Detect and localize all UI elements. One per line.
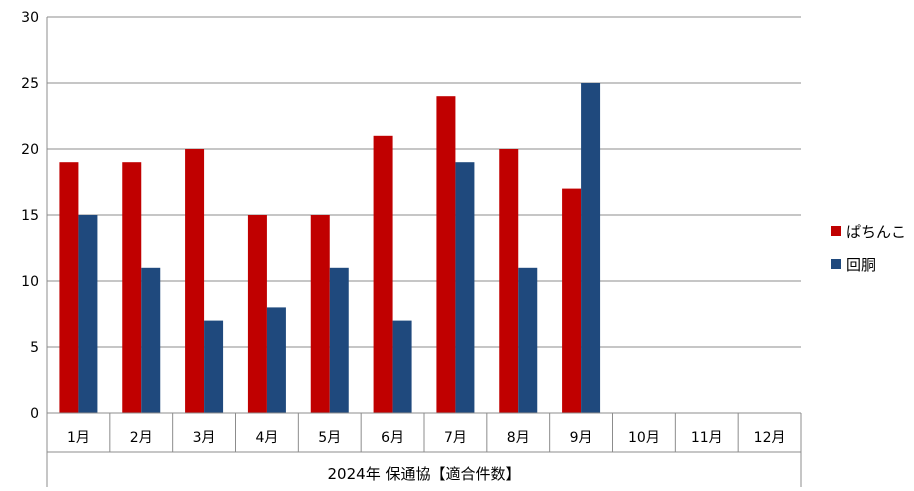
x-category-label: 9月	[570, 430, 593, 446]
bar-kaido	[581, 83, 601, 413]
x-category-label: 8月	[507, 430, 530, 446]
y-tick-label: 20	[21, 142, 39, 158]
x-category-label: 5月	[318, 430, 341, 446]
y-tick-label: 30	[21, 10, 39, 26]
bar-kaido	[141, 267, 161, 413]
legend-label: 回胴	[846, 256, 876, 274]
bar-kaido	[518, 267, 538, 413]
x-category-label: 1月	[67, 430, 90, 446]
y-axis-ticks: 0 5 10 15 20 25 30	[21, 10, 39, 422]
legend-swatch	[831, 259, 841, 269]
bar-pachinko	[373, 135, 393, 414]
bar-pachinko	[185, 149, 205, 413]
x-category-label: 10月	[628, 430, 660, 446]
bar-pachinko	[122, 162, 142, 413]
bar-pachinko	[59, 162, 79, 413]
x-category-label: 4月	[255, 430, 278, 446]
bar-pachinko	[499, 149, 519, 413]
y-tick-label: 15	[21, 208, 39, 224]
bar-kaido	[78, 215, 98, 413]
bar-kaido	[266, 307, 286, 413]
x-category-label: 12月	[754, 430, 786, 446]
bar-pachinko	[247, 215, 267, 413]
y-tick-label: 10	[21, 274, 39, 290]
x-axis-title: 2024年 保通協【適合件数】	[328, 465, 521, 483]
x-category-label: 2月	[130, 430, 153, 446]
y-tick-label: 25	[21, 76, 39, 92]
x-axis-categories: 1月 2月 3月 4月 5月 6月 7月 8月 9月 10月 11月 12月	[67, 430, 786, 446]
legend-label: ぱちんこ	[846, 223, 906, 241]
bars	[59, 83, 601, 414]
x-category-label: 3月	[193, 430, 216, 446]
bar-kaido	[329, 267, 349, 413]
bar-kaido	[392, 320, 412, 413]
bar-kaido	[204, 320, 224, 413]
x-category-label: 6月	[381, 430, 404, 446]
y-tick-label: 0	[30, 406, 39, 422]
gridlines	[47, 16, 801, 348]
bar-kaido	[455, 162, 475, 413]
bar-pachinko	[310, 215, 330, 413]
legend-swatch	[831, 226, 841, 236]
x-axis	[46, 17, 802, 487]
y-tick-label: 5	[30, 340, 39, 356]
bar-pachinko	[436, 96, 456, 413]
x-category-label: 11月	[691, 430, 723, 446]
x-category-label: 7月	[444, 430, 467, 446]
bar-pachinko	[562, 188, 582, 413]
